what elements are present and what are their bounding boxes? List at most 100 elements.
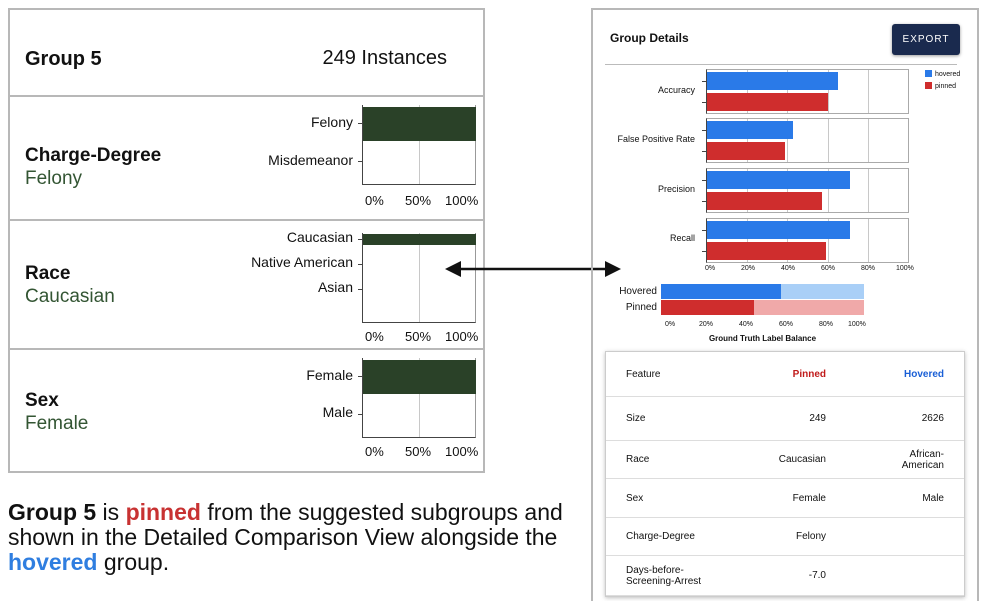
subgroup-header: Group 5 249 Instances <box>10 10 483 97</box>
gt-segment-negative <box>754 300 864 315</box>
metric-label: Accuracy <box>657 85 695 95</box>
axis-tick-label: 0% <box>665 321 676 328</box>
feature-distribution-chart: Felony Misdemeanor 0% 50% 100% <box>10 97 483 219</box>
feature-distribution-chart: Female Male 0% 50% 100% <box>10 350 483 471</box>
subgroup-card[interactable]: Group 5 249 Instances Charge-Degree Felo… <box>8 8 485 473</box>
header-pinned: Pinned <box>792 368 826 380</box>
tick-mark <box>358 123 363 124</box>
axis-tick-label: 20% <box>699 321 714 328</box>
axis-tick-label: 60% <box>821 265 836 272</box>
cell-feature: Sex <box>626 492 644 504</box>
axis-tick-label: 40% <box>739 321 754 328</box>
gt-row-label: Hovered <box>619 286 657 297</box>
metric-plot-area <box>702 118 909 163</box>
tick-mark <box>702 102 707 103</box>
gridline <box>419 233 420 322</box>
metric-plot-area <box>702 168 909 213</box>
category-label: Male <box>322 404 353 420</box>
hovered-bar <box>707 72 838 90</box>
category-label: Asian <box>317 279 353 295</box>
cell-pinned: Female <box>792 492 826 504</box>
axis-tick-label: 0% <box>365 329 384 344</box>
caption-group: Group 5 <box>8 499 97 525</box>
feature-value: Female <box>25 413 89 434</box>
gridline <box>828 169 829 212</box>
table-row: Size 249 2626 <box>606 397 964 441</box>
tick-mark <box>358 264 363 265</box>
feature-name: Race <box>25 263 71 284</box>
figure-caption: Group 5 is pinned from the suggested sub… <box>8 500 588 575</box>
metric-label: False Positive Rate <box>617 134 695 144</box>
gridline <box>828 70 829 113</box>
gt-segment-positive <box>661 300 755 315</box>
cell-pinned: 249 <box>809 413 826 424</box>
hovered-bar <box>707 121 794 139</box>
gridline <box>747 70 748 113</box>
table-row: Sex Female Male <box>606 479 964 518</box>
gridline <box>419 358 420 437</box>
tick-mark <box>358 239 363 240</box>
caption-pinned: pinned <box>125 499 201 525</box>
hovered-bar <box>707 171 850 189</box>
pinned-bar <box>707 242 826 260</box>
caption-text: from the suggested subgroups and shown i… <box>8 499 563 550</box>
axis-tick-label: 100% <box>445 193 479 208</box>
gt-segment-positive <box>661 284 781 299</box>
category-label: Felony <box>310 114 353 130</box>
gridline <box>747 219 748 262</box>
category-label: Misdemeanor <box>268 152 353 168</box>
cell-pinned: Felony <box>795 531 826 542</box>
table-row: Days-before-Screening-Arrest -7.0 <box>606 556 964 596</box>
feature-distribution-chart: Caucasian Native American Asian 0% 50% 1… <box>10 221 483 348</box>
table-row: Charge-Degree Felony <box>606 518 964 556</box>
gridline <box>868 219 869 262</box>
legend-label: pinned <box>935 83 957 90</box>
category-label: Female <box>306 367 353 383</box>
tick-mark <box>702 201 707 202</box>
pinned-bar <box>707 192 822 210</box>
chart-plot-area <box>358 358 476 438</box>
divider <box>605 64 957 65</box>
chart-plot-area <box>358 105 476 185</box>
gt-segment-negative <box>780 284 864 299</box>
legend-item-pinned: pinned <box>925 82 956 90</box>
axis-tick-label: 100% <box>848 321 866 328</box>
tick-mark <box>702 81 707 82</box>
cell-pinned: -7.0 <box>808 570 826 581</box>
feature-name: Charge-Degree <box>25 145 162 166</box>
gridline <box>828 219 829 262</box>
export-button[interactable]: EXPORT <box>892 24 960 55</box>
metric-label: Recall <box>669 233 695 243</box>
gridline <box>787 169 788 212</box>
category-bar <box>363 234 476 245</box>
gridline <box>828 119 829 162</box>
legend-label: hovered <box>935 71 961 78</box>
table-header-row: Feature Pinned Hovered <box>606 352 964 397</box>
metric-plot-area <box>702 218 909 263</box>
feature-section-sex: Sex Female Female Male 0% 50% 100% <box>10 350 483 471</box>
gridline <box>747 119 748 162</box>
instance-count: 249 Instances <box>322 47 447 69</box>
category-bar <box>363 107 476 141</box>
gridline <box>868 169 869 212</box>
caption-hovered: hovered <box>8 549 98 575</box>
tick-mark <box>702 251 707 252</box>
header-hovered: Hovered <box>903 368 944 380</box>
gt-pinned-row <box>661 300 864 315</box>
tick-mark <box>358 376 363 377</box>
caption-text: group. <box>97 549 170 575</box>
legend-swatch <box>925 70 932 77</box>
pinned-bar <box>707 142 786 160</box>
gridline <box>787 70 788 113</box>
category-bar <box>363 360 476 394</box>
axis-tick-label: 50% <box>405 444 432 459</box>
gridline <box>747 169 748 212</box>
tick-mark <box>702 180 707 181</box>
gt-row-label: Pinned <box>625 302 657 313</box>
cell-feature: Race <box>626 454 650 465</box>
tick-mark <box>358 161 363 162</box>
feature-name: Sex <box>25 390 59 411</box>
feature-value: Felony <box>25 168 83 189</box>
tick-mark <box>702 230 707 231</box>
gridline <box>419 105 420 184</box>
